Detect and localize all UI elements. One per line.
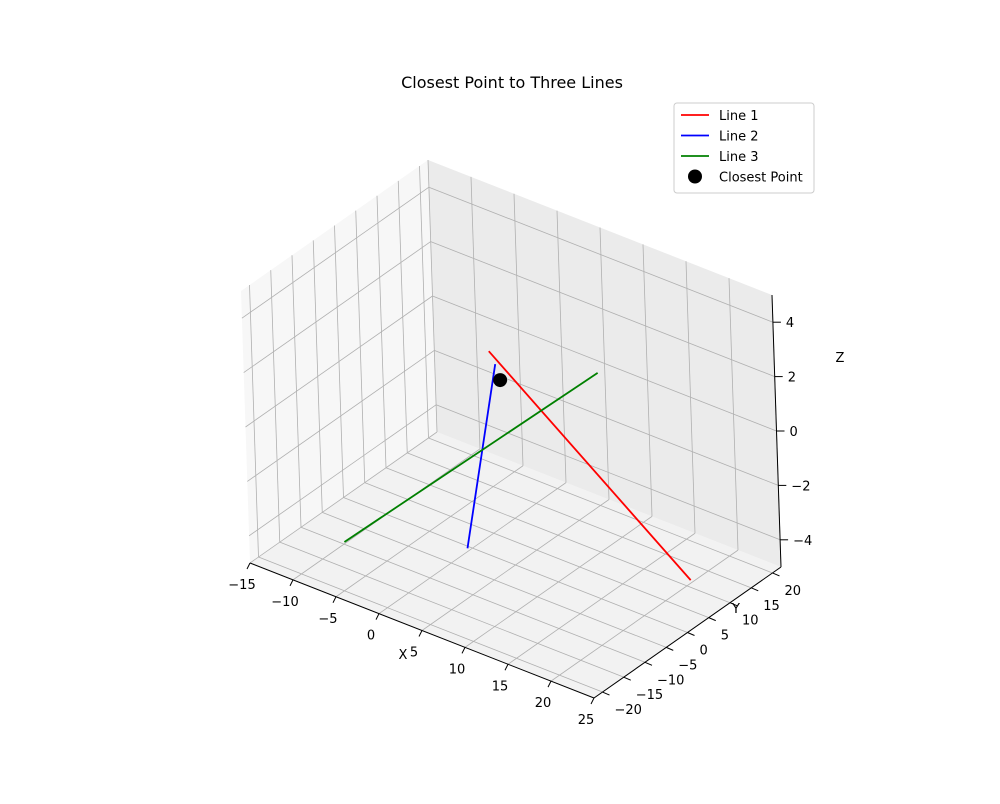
z-tick-label: 2: [788, 371, 796, 386]
grid-line-y-floor: [385, 467, 731, 604]
grid-line-y-floor: [258, 556, 603, 693]
grid-line-z-back: [434, 350, 779, 486]
x-tick-mark: [375, 613, 380, 620]
y-tick-label: −15: [636, 688, 663, 703]
grid-line-z-left: [248, 404, 437, 537]
y-tick-mark: [602, 691, 610, 696]
legend-label-2: Line 2: [719, 130, 759, 145]
y-tick-mark: [623, 676, 631, 681]
y-tick-mark: [687, 632, 695, 636]
y-tick-label: −20: [615, 703, 642, 718]
x-tick-mark: [547, 680, 552, 688]
z-axis-label: Z: [836, 351, 845, 366]
x-tick-label: 0: [367, 629, 375, 644]
series-line-1: [488, 350, 692, 581]
tick-labels: −15−10−50510152025−20−15−10−505101520−4−…: [228, 316, 812, 728]
y-tick-label: 10: [742, 614, 759, 629]
x-tick-mark: [332, 596, 337, 603]
y-tick-mark: [772, 572, 780, 577]
y-tick-label: −10: [657, 673, 684, 688]
grid-line-y-floor: [343, 497, 688, 633]
x-tick-label: 10: [449, 662, 466, 677]
grid-lines: [241, 159, 782, 699]
grid-line-z-left: [243, 241, 431, 373]
z-tick-label: 0: [790, 425, 798, 440]
x-tick-label: 20: [535, 696, 552, 711]
grid-line-y-floor: [322, 512, 667, 648]
legend-marker-closest-point: [688, 169, 702, 184]
chart-title: Closest Point to Three Lines: [401, 73, 623, 92]
x-tick-mark: [246, 562, 251, 570]
grid-line-z-left: [241, 186, 430, 319]
y-tick-mark: [751, 587, 759, 592]
y-tick-label: 0: [700, 644, 708, 659]
legend-frame: [673, 102, 815, 194]
series-point-closest: [493, 373, 508, 388]
grid-line-z-back: [435, 404, 781, 541]
legend: Line 1 Line 2 Line 3 Closest Point: [673, 102, 815, 194]
x-tick-mark: [289, 579, 294, 587]
x-tick-label: −5: [318, 612, 337, 627]
grid-line-z-left: [245, 295, 433, 428]
x-tick-label: 5: [410, 646, 418, 661]
y-tick-mark: [729, 602, 738, 607]
x-tick-label: 15: [492, 679, 509, 694]
grid-line-z-back: [428, 186, 774, 323]
series-line-3: [343, 372, 599, 543]
y-tick-label: 15: [763, 599, 780, 614]
data-series: [343, 350, 692, 581]
z-tick-label: −4: [793, 534, 812, 549]
y-tick-label: 5: [721, 629, 729, 644]
x-tick-mark: [461, 647, 466, 654]
y-axis-label: Y: [731, 602, 740, 617]
y-tick-label: −5: [678, 658, 697, 673]
y-tick-mark: [666, 646, 674, 651]
x-axis-label: X: [399, 648, 408, 663]
legend-label-1: Line 1: [719, 109, 759, 124]
grid-line-y-floor: [407, 452, 752, 589]
grid-line-y-floor: [300, 526, 646, 663]
x-tick-label: −15: [228, 578, 255, 593]
legend-label-3: Line 3: [719, 150, 759, 165]
grid-line-z-back: [430, 241, 775, 377]
y-tick-mark: [708, 617, 716, 622]
grid-line-y-floor: [364, 482, 709, 618]
legend-label-4: Closest Point: [719, 171, 803, 186]
grid-line-y-floor: [428, 437, 773, 574]
x-tick-label: −10: [271, 595, 298, 610]
grid-line-z-left: [247, 350, 435, 482]
x-tick-mark: [504, 664, 509, 671]
series-line-2: [466, 363, 497, 549]
grid-line-z-back: [432, 295, 777, 432]
z-tick-label: 4: [786, 316, 794, 331]
x-tick-mark: [590, 697, 595, 705]
x-tick-mark: [418, 630, 423, 637]
y-tick-label: 20: [785, 584, 802, 599]
x-tick-label: 25: [578, 713, 595, 728]
z-tick-label: −2: [791, 479, 810, 494]
y-tick-mark: [644, 661, 653, 666]
grid-line-y-floor: [279, 541, 624, 678]
